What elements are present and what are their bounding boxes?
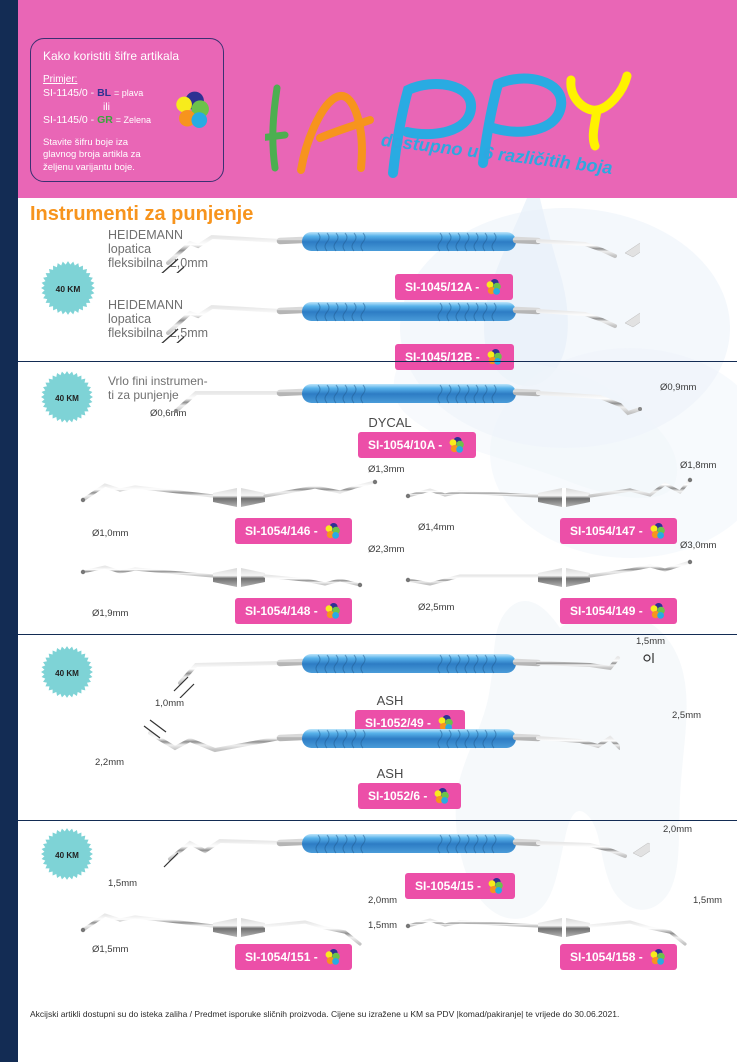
svg-text:40 KM: 40 KM [55,669,79,678]
svg-text:40 KM: 40 KM [56,284,81,294]
svg-text:40 KM: 40 KM [55,394,79,403]
svg-text:40 KM: 40 KM [55,851,79,860]
